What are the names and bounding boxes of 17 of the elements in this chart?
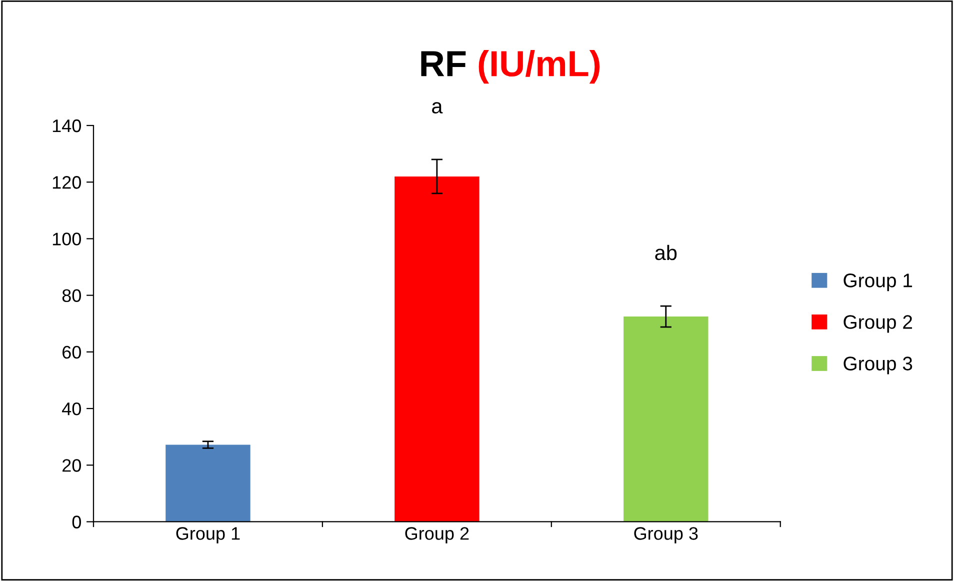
- y-tick-label: 100: [52, 232, 81, 246]
- y-tick-label: 40: [62, 402, 81, 416]
- chart-title: RF (IU/mL): [421, 50, 600, 84]
- text: a: [432, 102, 443, 114]
- legend-label: Group 3: [844, 356, 912, 374]
- y-tick-label: 80: [62, 289, 81, 302]
- y-tick-label: 60: [62, 346, 81, 359]
- annotation: ab: [655, 244, 677, 260]
- y-tick-label: 120: [52, 176, 81, 189]
- y-tick-label: 20: [62, 459, 81, 472]
- x-tick-label: Group 2: [405, 527, 469, 544]
- y-tick-label: 0: [72, 516, 81, 528]
- y-tick-label: 140: [52, 119, 81, 132]
- x-tick-label: Group 3: [634, 527, 698, 544]
- legend-label: Group 1: [844, 274, 912, 292]
- legend-label: Group 2: [844, 315, 912, 333]
- x-tick-label: Group 1: [176, 527, 240, 544]
